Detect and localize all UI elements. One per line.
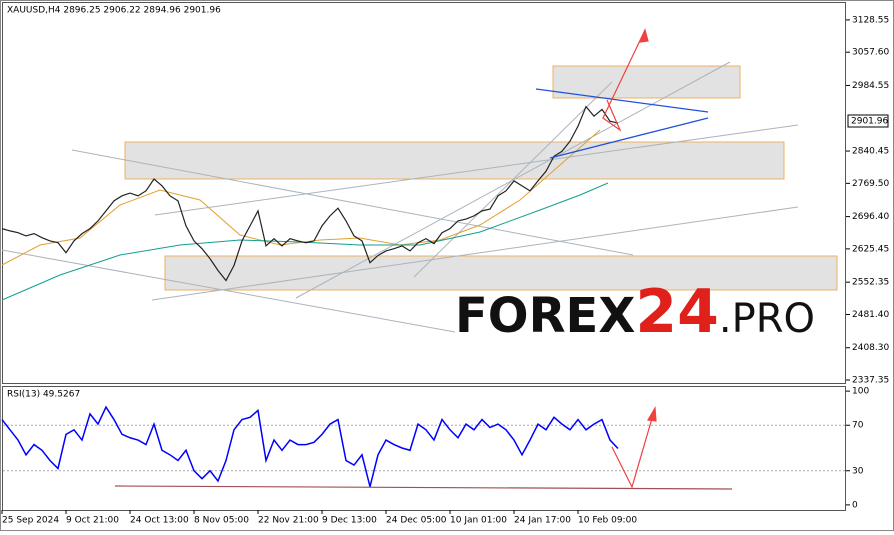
trendline — [413, 81, 613, 278]
y-tick-label: 2984.55 — [852, 81, 889, 91]
rsi-title: RSI(13) 49.5267 — [7, 390, 80, 400]
trendline — [71, 149, 634, 256]
zones — [124, 65, 838, 291]
y-tick-label: 70 — [852, 421, 864, 431]
watermark: FOREX24.PRO — [455, 277, 815, 347]
zone — [552, 65, 741, 99]
arrow — [611, 407, 656, 489]
moving-average — [1, 182, 609, 301]
arrow-head — [639, 28, 649, 43]
x-tick-label: 8 Nov 05:00 — [194, 516, 249, 526]
y-tick-label: 2769.50 — [852, 179, 889, 189]
y-tick-label: 2337.35 — [852, 376, 889, 386]
x-tick-label: 9 Dec 13:00 — [322, 516, 377, 526]
trendline — [549, 117, 709, 159]
y-tick-label: 2552.35 — [852, 278, 889, 288]
y-tick-label: 2625.45 — [852, 244, 889, 254]
chart-title: XAUUSD,H4 2896.25 2906.22 2894.96 2901.9… — [7, 6, 221, 16]
x-tick-label: 24 Dec 05:00 — [386, 516, 447, 526]
y-tick-label: 0 — [852, 500, 858, 510]
channel — [535, 88, 709, 159]
y-tick-label: 2840.45 — [852, 147, 889, 157]
x-tick-label: 9 Oct 21:00 — [66, 516, 119, 526]
y-tick-label: 2408.30 — [852, 343, 889, 353]
forecast-arrows — [602, 28, 657, 489]
x-tick-label: 10 Feb 09:00 — [578, 516, 637, 526]
x-tick-label: 24 Jan 17:00 — [514, 516, 571, 526]
arrow — [602, 29, 646, 132]
trendlines — [1, 61, 799, 333]
x-tick-label: 25 Sep 2024 — [2, 516, 59, 526]
price-tag: 2901.96 — [851, 117, 888, 127]
y-tick-label: 3057.60 — [852, 48, 889, 58]
trendline — [151, 206, 799, 301]
y-tick-label: 2481.40 — [852, 310, 889, 320]
trendline — [535, 88, 709, 113]
x-tick-label: 24 Oct 13:00 — [130, 516, 189, 526]
x-tick-label: 22 Nov 21:00 — [258, 516, 319, 526]
trendline — [154, 124, 799, 216]
series-line — [1, 105, 619, 282]
arrow-head — [647, 406, 657, 422]
zone — [164, 255, 838, 291]
y-tick-label: 100 — [852, 387, 869, 397]
price-panel — [2, 2, 846, 384]
price-tag-box — [847, 114, 889, 128]
rsi-panel — [2, 386, 846, 511]
y-tick-label: 30 — [852, 466, 864, 476]
x-tick-label: 10 Jan 01:00 — [450, 516, 507, 526]
y-tick-label: 3128.55 — [852, 15, 889, 25]
y-tick-label: 2696.40 — [852, 212, 889, 222]
support-line — [114, 485, 733, 490]
trendline — [1, 249, 456, 333]
series-line — [1, 405, 619, 487]
